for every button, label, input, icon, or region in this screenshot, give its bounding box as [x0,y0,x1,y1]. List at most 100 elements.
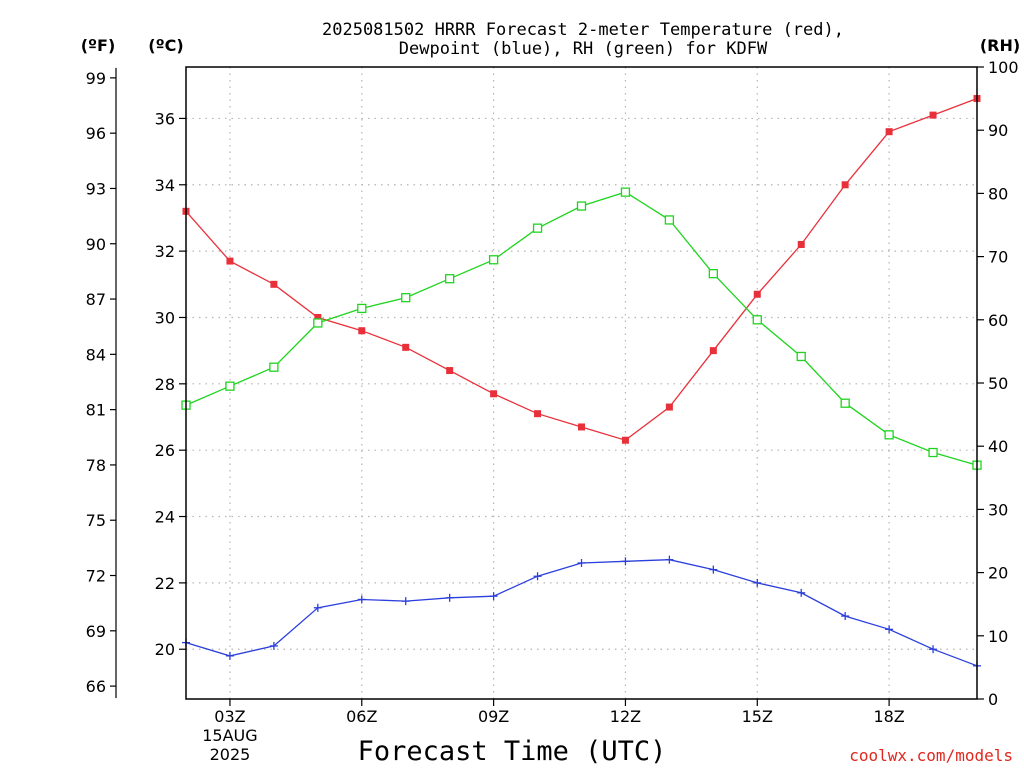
fahrenheit-axis: 66 69 72 75 78 81 84 87 90 93 96 99 [86,67,117,699]
credit-text: coolwx.com/models [849,746,1013,765]
celsius-tick-label: 34 [155,176,175,195]
rh-tick-label: 10 [988,627,1008,646]
x-date-label: 15AUG [202,726,257,745]
series-layer [181,95,982,670]
dewpoint-point [445,593,454,602]
rh-tick-label: 90 [988,121,1008,140]
dewpoint-point [357,595,366,604]
rh-unit-label: (RH) [980,36,1020,55]
rh-point [313,318,323,328]
celsius-tick-label: 24 [155,508,175,527]
temperature-line [185,97,978,441]
celsius-tick-label: 20 [155,640,175,659]
rh-point [576,201,587,211]
rh-point [884,430,894,440]
fahrenheit-tick-label: 75 [86,511,106,530]
dewpoint-point [489,592,498,601]
rh-tick-label: 70 [988,248,1008,267]
rh-tick-label: 80 [988,184,1008,203]
rh-point [225,381,235,391]
temperature-point [578,423,585,431]
temperature-point [226,257,234,265]
x-axis-label: Forecast Time (UTC) [358,736,667,767]
fahrenheit-unit-label: (ºF) [81,36,116,55]
rh-point [488,255,499,265]
temperature-point [490,390,498,398]
rh-tick-label: 60 [988,311,1008,330]
rh-point [928,447,938,458]
celsius-tick-label: 28 [155,375,175,394]
dewpoint-point [929,645,938,654]
fahrenheit-tick-label: 93 [86,179,106,198]
dewpoint-point [665,555,674,564]
dewpoint-point [577,558,586,567]
rh-tick-label: 30 [988,500,1008,519]
celsius-tick-label: 32 [155,242,175,261]
dewpoint-point [753,578,762,587]
x-tick-label: 12Z [610,707,641,726]
rh-point [445,274,455,284]
x-tick-label: 03Z [214,707,245,726]
temperature-point [797,240,805,248]
dewpoint-point [797,588,806,597]
fahrenheit-tick-label: 66 [86,677,106,696]
rh-tick-label: 20 [988,564,1008,583]
dewpoint-point [709,565,718,574]
x-tick-label: 15Z [742,707,773,726]
fahrenheit-tick-label: 72 [86,567,106,586]
temperature-point [841,181,849,189]
temperature-point [753,290,761,298]
x-tick-label: 09Z [478,707,509,726]
rh-point [269,362,279,372]
dewpoint-point [533,572,542,581]
fahrenheit-tick-label: 90 [86,235,106,254]
rh-point [532,223,543,233]
dewpoint-point [313,603,322,612]
dewpoint-point [269,641,278,650]
celsius-tick-label: 22 [155,574,175,593]
rh-point [840,398,850,408]
rh-point [664,215,675,225]
fahrenheit-tick-label: 78 [86,456,106,475]
rh-point [401,293,411,303]
celsius-tick-label: 30 [155,308,175,327]
temperature-point [534,410,542,418]
fahrenheit-tick-label: 84 [86,345,106,364]
temperature-point [665,403,673,411]
x-tick-label: 06Z [346,707,377,726]
temperature-point [314,313,322,321]
temperature-point [446,367,454,375]
rh-axis: 0 10 20 30 40 50 60 70 80 90 100 [977,58,1019,709]
dewpoint-point [841,612,850,621]
fahrenheit-tick-label: 81 [86,401,106,420]
dewpoint-point [225,651,234,660]
celsius-tick-label: 36 [155,109,175,128]
rh-tick-label: 40 [988,437,1008,456]
temperature-point [621,436,629,444]
grid-lines [186,67,977,699]
rh-point [752,315,762,325]
rh-point [796,351,806,362]
fahrenheit-tick-label: 99 [86,69,106,88]
dewpoint-point [885,625,894,634]
temperature-point [929,111,937,119]
rh-point [620,187,631,197]
chart-title-line-2: Dewpoint (blue), RH (green) for KDFW [399,39,768,59]
dewpoint-line [185,559,978,667]
temperature-point [709,347,717,355]
celsius-unit-label: (ºC) [148,36,183,55]
celsius-tick-label: 26 [155,441,175,460]
plot-frame [185,66,978,700]
temperature-point [358,327,366,335]
rh-point [708,269,718,279]
rh-tick-label: 50 [988,374,1008,393]
fahrenheit-tick-label: 69 [86,622,106,641]
fahrenheit-tick-label: 96 [86,124,106,143]
celsius-axis: 20 22 24 26 28 30 32 34 36 [155,109,186,659]
dewpoint-point [401,597,410,606]
chart-title-line-1: 2025081502 HRRR Forecast 2-meter Tempera… [322,20,844,40]
temperature-point [270,280,278,288]
rh-tick-label: 0 [988,690,998,709]
